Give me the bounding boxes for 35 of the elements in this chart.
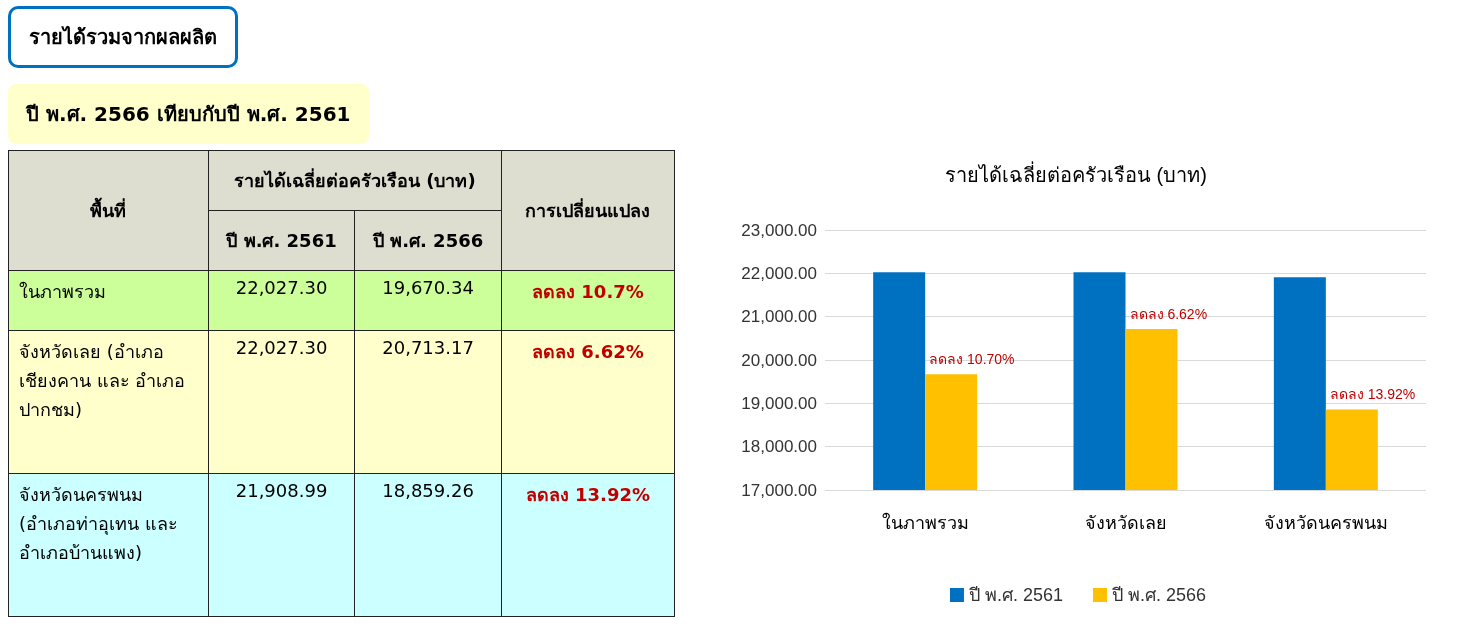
y-tick-label: 23,000.00 bbox=[741, 220, 817, 240]
y-tick-label: 22,000.00 bbox=[741, 263, 817, 283]
x-tick-label: จังหวัดนครพนม bbox=[1263, 513, 1388, 533]
text: ลดลง 6.62% bbox=[501, 330, 675, 474]
legend-label: ปี พ.ศ. 2561 bbox=[968, 585, 1063, 605]
y-tick-label: 17,000.00 bbox=[741, 480, 817, 500]
text: จังหวัดนครพนม (อำเภอท่าอุเทน และ อำเภอบ้านแพง) bbox=[8, 473, 209, 617]
y-tick-label: 18,000.00 bbox=[741, 437, 817, 457]
text: การเปลี่ยนแปลง bbox=[501, 150, 675, 271]
x-tick-label: ในภาพรวม bbox=[881, 512, 969, 533]
text: ลดลง 10.7% bbox=[501, 270, 675, 331]
text: พื้นที่ bbox=[8, 150, 209, 271]
text: 22,027.30 bbox=[208, 330, 355, 474]
text: 22,027.30 bbox=[208, 270, 355, 331]
y-tick-label: 20,000.00 bbox=[741, 350, 817, 370]
text: 19,670.34 bbox=[354, 270, 502, 331]
text: จังหวัดเลย (อำเภอเชียงคาน และ อำเภอปากชม) bbox=[8, 330, 209, 474]
y-tick-label: 19,000.00 bbox=[741, 393, 817, 413]
text: รายได้เฉลี่ยต่อครัวเรือน (บาท) bbox=[208, 150, 502, 211]
chart-title: รายได้เฉลี่ยต่อครัวเรือน (บาท) bbox=[945, 161, 1207, 186]
text: รายได้รวมจากผลผลิต bbox=[8, 6, 238, 68]
text: ปี พ.ศ. 2566 เทียบกับปี พ.ศ. 2561 bbox=[8, 84, 369, 144]
text: ในภาพรวม bbox=[8, 270, 209, 331]
text: 18,859.26 bbox=[354, 473, 502, 617]
annotation: ลดลง 6.62% bbox=[1129, 306, 1208, 323]
x-tick-label: จังหวัดเลย bbox=[1084, 513, 1167, 533]
text: ลดลง 13.92% bbox=[501, 473, 675, 617]
text: ปี พ.ศ. 2566 bbox=[354, 210, 502, 271]
annotation: ลดลง 10.70% bbox=[929, 351, 1015, 368]
text: 20,713.17 bbox=[354, 330, 502, 474]
annotation: ลดลง 13.92% bbox=[1329, 386, 1416, 403]
y-tick-label: 21,000.00 bbox=[741, 307, 817, 327]
legend-label: ปี พ.ศ. 2566 bbox=[1112, 585, 1207, 605]
text: ปี พ.ศ. 2561 bbox=[208, 210, 355, 271]
text: 21,908.99 bbox=[208, 473, 355, 617]
